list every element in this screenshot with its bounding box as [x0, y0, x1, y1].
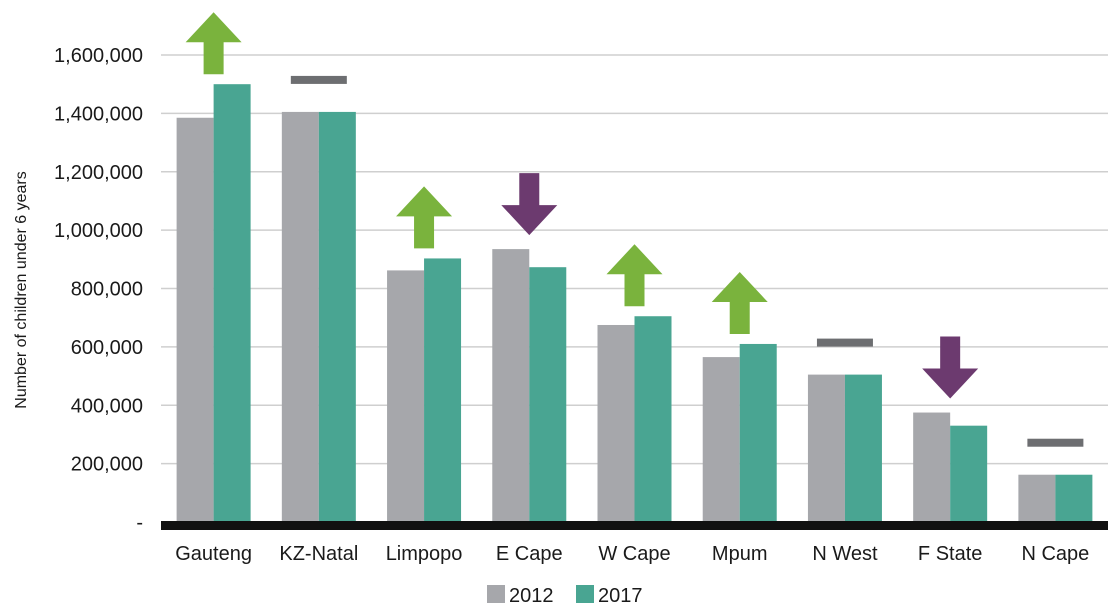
legend: 2012 2017: [487, 585, 643, 607]
dash-icon: [816, 338, 873, 347]
y-tick-label: -: [136, 512, 143, 534]
bar-2017-limpopo: [424, 258, 462, 522]
bar-2012-gauteng: [176, 117, 214, 523]
bar-2017-gauteng: [213, 84, 251, 522]
y-tick-label: 400,000: [71, 395, 143, 417]
down-arrow-icon: [922, 336, 979, 399]
bar-2017-kz-natal: [318, 111, 356, 523]
x-tick-label: F State: [918, 543, 982, 565]
down-arrow-icon: [501, 173, 558, 236]
bar-2012-kz-natal: [281, 111, 319, 523]
x-tick-label: Mpum: [712, 543, 768, 565]
bar-2012-mpum: [702, 357, 740, 522]
bar-2012-w-cape: [597, 324, 635, 522]
bar-2012-e-cape: [492, 249, 530, 523]
bar-2017-n-west: [844, 374, 882, 522]
y-tick-label: 1,200,000: [54, 162, 143, 184]
y-tick-label: 1,400,000: [54, 103, 143, 125]
up-arrow-icon: [606, 244, 663, 307]
y-tick-label: 200,000: [71, 454, 143, 476]
up-arrow-icon: [185, 12, 242, 75]
up-arrow-icon: [396, 186, 453, 249]
bar-2017-f-state: [950, 425, 988, 522]
x-tick-label: W Cape: [598, 543, 670, 565]
x-tick-label: N West: [812, 543, 878, 565]
x-axis-baseline: [161, 521, 1108, 530]
bar-2017-n-cape: [1055, 474, 1093, 522]
legend-label: 2017: [598, 585, 643, 607]
dash-icon: [290, 75, 347, 84]
trend-annotations: [185, 12, 1084, 447]
y-tick-label: 600,000: [71, 337, 143, 359]
x-tick-label: KZ-Natal: [279, 543, 358, 565]
x-tick-label: E Cape: [496, 543, 563, 565]
legend-swatch: [576, 585, 594, 603]
bar-2012-f-state: [913, 412, 951, 522]
bar-2017-w-cape: [634, 316, 672, 522]
x-axis-labels: Gauteng KZ-Natal Limpopo E Cape W Cape Mpum N …: [175, 543, 1089, 565]
bar-2017-e-cape: [529, 267, 567, 522]
bars: [176, 84, 1093, 523]
up-arrow-icon: [711, 271, 768, 334]
y-tick-label: 1,600,000: [54, 45, 143, 67]
y-axis-ticks: - 200,000 400,000 600,000 800,000 1,000,000 1,…: [54, 45, 143, 534]
y-tick-label: 1,000,000: [54, 220, 143, 242]
bar-2017-mpum: [739, 343, 777, 522]
y-axis-title: Number of children under 6 years: [13, 171, 30, 408]
bar-2012-n-west: [807, 374, 845, 522]
dash-icon: [1027, 438, 1084, 447]
legend-label: 2012: [509, 585, 554, 607]
x-tick-label: N Cape: [1021, 543, 1089, 565]
bar-2012-n-cape: [1018, 474, 1056, 522]
legend-swatch: [487, 585, 505, 603]
y-tick-label: 800,000: [71, 279, 143, 301]
bar-2012-limpopo: [387, 270, 425, 522]
x-tick-label: Gauteng: [175, 543, 252, 565]
x-tick-label: Limpopo: [386, 543, 463, 565]
